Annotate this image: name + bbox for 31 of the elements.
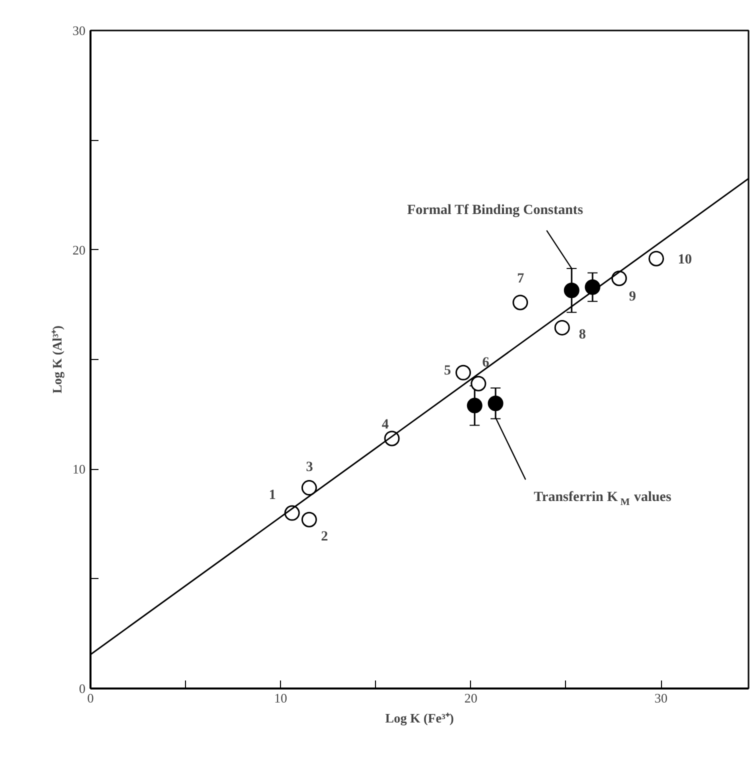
annotation: 8	[578, 328, 586, 343]
annotation: 6	[482, 356, 490, 371]
point	[470, 376, 486, 392]
y-tick-label: 20	[72, 242, 86, 258]
point	[455, 364, 471, 380]
annotation: 3	[306, 460, 313, 475]
point	[512, 294, 528, 310]
annotation: Formal Tf Binding Constants	[407, 202, 584, 218]
annotation: 1	[268, 488, 276, 504]
point	[301, 480, 317, 496]
point	[466, 398, 482, 414]
annotation: 10	[678, 252, 692, 268]
x-tick-label: 10	[274, 690, 288, 706]
y-tick-label: 10	[72, 462, 86, 477]
y-tick-label: 0	[79, 681, 86, 696]
point	[564, 282, 580, 298]
point	[301, 512, 317, 528]
point	[648, 250, 664, 266]
x-axis-title: Log K (Fe³⁺)	[385, 710, 454, 726]
y-axis-title: Log K (Al³⁺)	[50, 326, 64, 394]
x-tick-label: 20	[464, 690, 478, 706]
x-tick-label: 30	[654, 690, 668, 706]
point	[488, 396, 504, 412]
point	[554, 320, 570, 336]
annotation: 5	[444, 364, 452, 379]
annotation: 2	[320, 530, 328, 545]
annotation: 9	[628, 289, 636, 304]
annotation: 7	[517, 271, 524, 286]
y-tick-label: 30	[72, 23, 86, 38]
point	[611, 270, 627, 286]
annotation: 4	[382, 417, 389, 432]
